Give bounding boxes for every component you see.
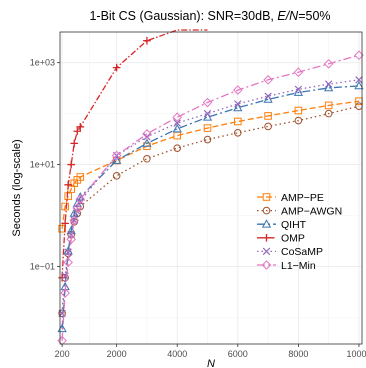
y-tick-label: 1e+01	[30, 160, 55, 170]
data-point-amp-pe	[234, 117, 242, 126]
x-tick-label: 2000	[107, 349, 127, 359]
data-point-omp	[64, 181, 72, 189]
legend-marker	[262, 206, 271, 215]
data-point-cosamp	[234, 100, 242, 108]
legend-item-omp: OMP	[257, 233, 305, 245]
data-point-l1-min	[142, 129, 152, 139]
data-point-qiht	[142, 138, 152, 147]
legend-label: CoSaMP	[281, 246, 323, 258]
data-point-l1-min	[63, 257, 73, 268]
data-point-amp-awgn	[264, 122, 272, 131]
grid	[60, 32, 362, 344]
data-point-qiht	[354, 80, 364, 90]
data-point-l1-min	[172, 112, 183, 123]
data-point-amp-pe	[294, 106, 303, 115]
data-point-l1-min	[293, 67, 304, 78]
x-axis-label: N	[207, 358, 215, 368]
data-point-omp	[76, 123, 85, 131]
data-point-l1-min	[202, 97, 213, 108]
data-point-l1-min	[69, 215, 80, 226]
data-point-omp	[58, 273, 66, 282]
x-tick-label: 4000	[167, 349, 187, 359]
legend-item-amp-pe: AMP−PE	[257, 192, 324, 204]
data-point-omp	[112, 63, 121, 72]
legend-marker	[262, 247, 271, 256]
legend-label: AMP−AWGN	[281, 205, 342, 217]
legend-label: OMP	[281, 233, 305, 245]
data-point-amp-pe	[61, 202, 69, 211]
data-point-cosamp	[324, 80, 333, 88]
data-point-amp-pe	[264, 112, 272, 120]
series-line-omp	[61, 29, 208, 278]
data-point-amp-awgn	[234, 128, 242, 137]
plot-panel	[59, 31, 363, 345]
data-point-qiht	[233, 102, 243, 112]
data-point-amp-awgn	[294, 116, 303, 125]
series-omp	[58, 29, 208, 282]
data-point-l1-min	[72, 203, 83, 213]
data-point-qiht	[66, 225, 76, 235]
data-point-l1-min	[75, 194, 86, 204]
y-tick-label: 1e+03	[30, 58, 55, 68]
series-line-qiht	[61, 85, 360, 329]
data-point-qiht	[324, 82, 334, 92]
legend-item-cosamp: CoSaMP	[257, 246, 323, 258]
data-point-omp	[70, 139, 79, 148]
legend-item-qiht: QIHT	[257, 219, 307, 231]
data-point-qiht	[202, 112, 213, 121]
data-point-amp-awgn	[173, 144, 182, 152]
data-point-cosamp	[76, 197, 85, 206]
data-point-cosamp	[203, 109, 212, 118]
data-point-omp	[143, 36, 151, 45]
legend-marker	[261, 260, 272, 270]
data-point-l1-min	[263, 75, 273, 85]
legend-label: L1−Min	[281, 260, 316, 272]
x-axis: 200 2000 4000 6000 8000 10000	[55, 344, 366, 359]
y-axis-label: Seconds (log-scale)	[11, 139, 23, 236]
data-point-l1-min	[60, 288, 70, 298]
data-point-l1-min	[233, 85, 243, 95]
data-point-l1-min	[323, 58, 334, 69]
legend-item-l1-min: L1−Min	[257, 260, 316, 272]
data-point-cosamp	[173, 119, 181, 127]
series-layer	[57, 29, 364, 346]
data-point-amp-awgn	[112, 172, 121, 180]
legend-label: AMP−PE	[281, 192, 324, 204]
data-point-amp-pe	[324, 101, 333, 110]
data-point-omp	[61, 219, 69, 228]
data-point-omp	[73, 127, 82, 136]
data-point-cosamp	[355, 76, 363, 84]
data-point-qiht	[111, 155, 122, 164]
data-point-amp-pe	[76, 173, 85, 181]
y-tick-label: 1e−01	[30, 261, 55, 271]
legend-marker	[261, 219, 272, 228]
data-point-cosamp	[294, 85, 303, 94]
data-point-l1-min	[111, 150, 122, 161]
x-tick-label: 10000	[346, 349, 366, 359]
legend-item-amp-awgn: AMP−AWGN	[257, 205, 342, 217]
series-line-cosamp	[61, 79, 360, 314]
x-tick-label: 8000	[288, 349, 308, 359]
y-axis: 1e−01 1e+01 1e+03	[30, 58, 60, 271]
data-point-omp	[67, 160, 76, 169]
data-point-amp-awgn	[143, 154, 151, 163]
data-point-amp-awgn	[203, 135, 212, 144]
legend-label: QIHT	[281, 219, 307, 231]
data-point-amp-pe	[203, 124, 212, 132]
data-point-amp-awgn	[58, 309, 66, 318]
series-line-l1-min	[61, 54, 360, 341]
data-point-amp-awgn	[324, 109, 333, 118]
legend-marker	[262, 193, 271, 201]
x-tick-label: 200	[55, 349, 70, 359]
data-point-cosamp	[143, 133, 151, 141]
series-l1-min	[57, 50, 364, 346]
data-point-l1-min	[66, 234, 77, 245]
data-point-qiht	[172, 124, 182, 133]
chart-title: 1-Bit CS (Gaussian): SNR=30dB, E/N=50%	[89, 9, 330, 23]
legend-marker	[262, 234, 271, 242]
x-tick-label: 6000	[228, 349, 248, 359]
data-point-cosamp	[264, 92, 272, 100]
